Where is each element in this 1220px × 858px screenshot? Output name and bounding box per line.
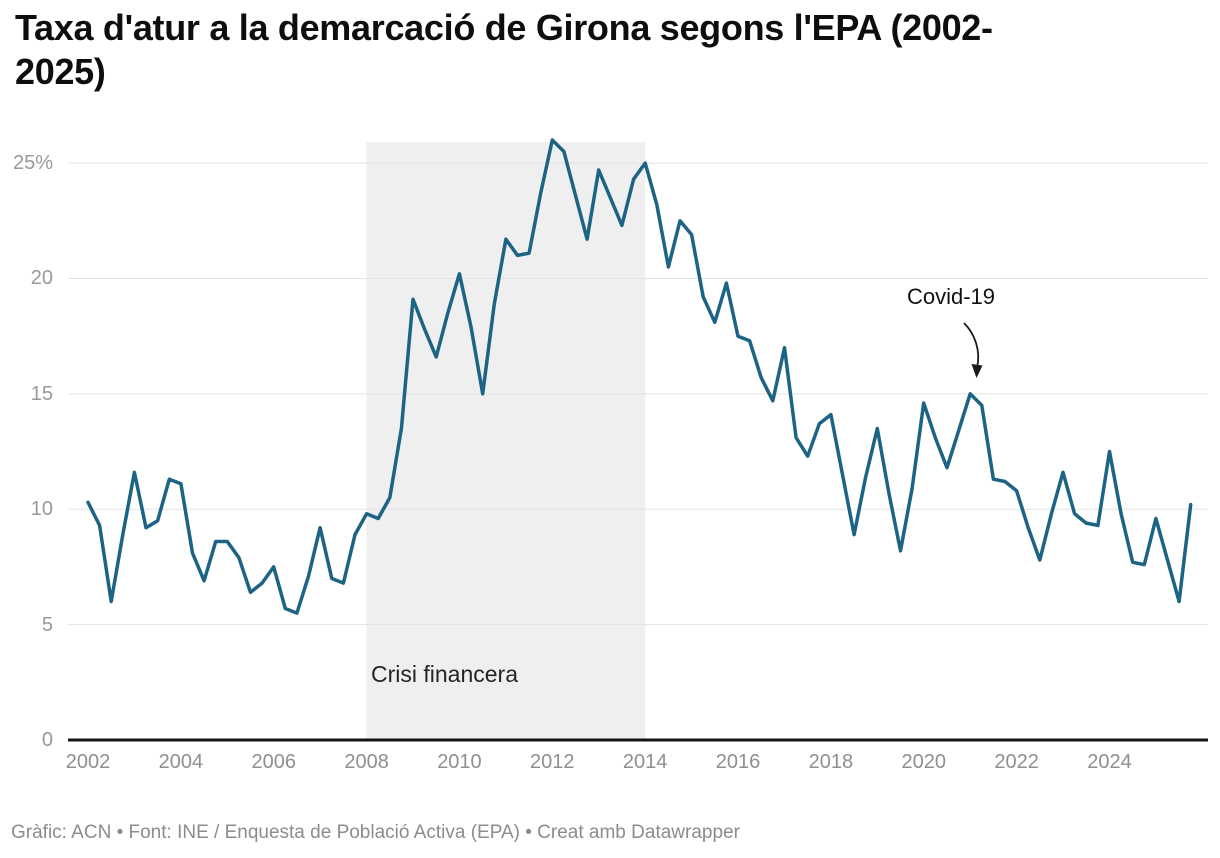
x-axis-label: 2008 (344, 751, 389, 773)
crisis-band-label: Crisi financera (371, 661, 518, 687)
x-axis-label: 2024 (1087, 751, 1132, 773)
x-axis-label: 2002 (65, 751, 111, 773)
y-axis-label: 10 (30, 498, 53, 521)
y-axis-label: 20 (30, 267, 53, 290)
covid-arrowhead (971, 364, 983, 378)
x-axis-label: 2010 (437, 751, 482, 773)
x-axis-label: 2018 (808, 751, 854, 773)
chart-title-line1: Taxa d'atur a la demarcació de Girona se… (15, 7, 993, 48)
chart-footer-credit: Gràfic: ACN • Font: INE / Enquesta de Po… (11, 822, 740, 843)
x-axis-label: 2014 (622, 751, 668, 773)
y-axis-label: 15 (30, 382, 53, 405)
covid-arrow (963, 322, 980, 369)
x-axis-label: 2004 (158, 751, 204, 773)
crisis-band (366, 142, 646, 739)
unemployment-line (86, 138, 1193, 615)
x-axis-label: 2020 (901, 751, 946, 773)
chart-title-line2: 2025) (15, 51, 106, 92)
x-axis-label: 2006 (251, 751, 296, 773)
x-axis-label: 2012 (530, 751, 575, 773)
chart-title: Taxa d'atur a la demarcació de Girona se… (15, 6, 1210, 94)
y-axis-label: 25% (12, 152, 53, 175)
x-axis-label: 2022 (994, 751, 1039, 773)
y-axis-label: 0 (41, 729, 53, 751)
x-axis-label: 2016 (715, 751, 761, 773)
y-axis-label: 5 (41, 613, 53, 636)
covid-annotation-label: Covid-19 (906, 284, 996, 309)
